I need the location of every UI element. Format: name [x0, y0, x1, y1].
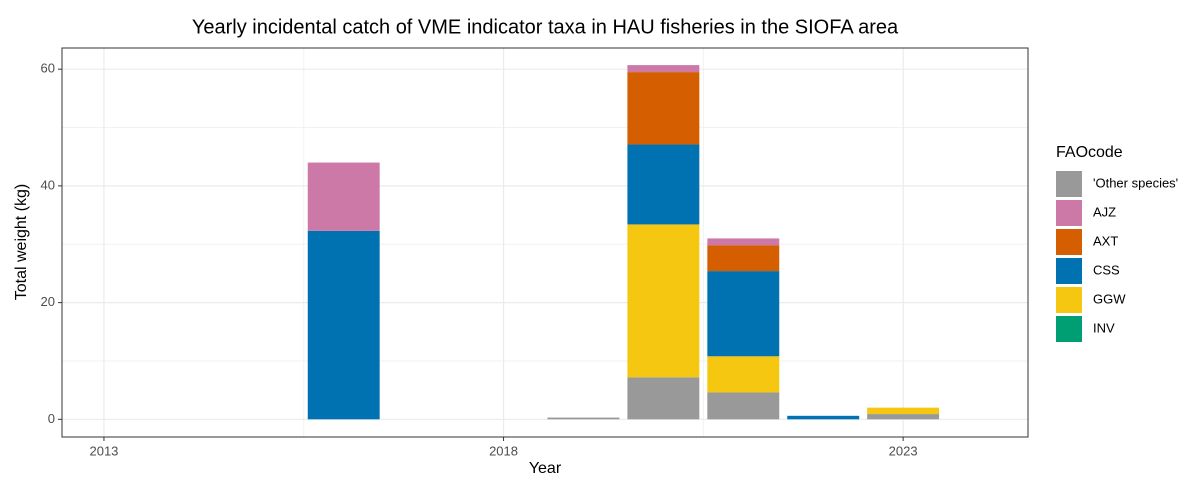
bar-segment: [627, 224, 700, 378]
y-tick-label: 20: [41, 294, 55, 309]
legend-label: GGW: [1093, 291, 1126, 306]
x-tick-label: 2018: [489, 443, 518, 458]
legend-label: AJZ: [1093, 204, 1116, 219]
legend-key: [1056, 229, 1082, 255]
x-tick-label: 2023: [889, 443, 918, 458]
bar-segment: [627, 377, 700, 420]
legend-label: AXT: [1093, 233, 1118, 248]
y-tick-label: 0: [48, 411, 55, 426]
legend-label: INV: [1093, 320, 1115, 335]
x-tick-label: 2013: [89, 443, 118, 458]
legend-key: [1056, 258, 1082, 284]
legend-key: [1056, 200, 1082, 226]
legend-key: [1056, 316, 1082, 342]
bar-segment: [547, 417, 620, 420]
bar-segment: [307, 162, 380, 231]
legend-key: [1056, 171, 1082, 197]
y-tick-label: 40: [41, 177, 55, 192]
bar-segment: [627, 144, 700, 225]
bar-segment: [707, 271, 780, 357]
bar-segment: [627, 65, 700, 73]
bar-segment: [707, 392, 780, 420]
y-axis-label: Total weight (kg): [13, 184, 30, 301]
chart-title: Yearly incidental catch of VME indicator…: [192, 16, 899, 38]
x-axis-label: Year: [529, 460, 562, 477]
panel-border: [61, 47, 1029, 438]
legend-title: FAOcode: [1056, 144, 1123, 161]
legend-label: CSS: [1093, 262, 1120, 277]
legend-key: [1056, 287, 1082, 313]
legend-label: 'Other species': [1093, 175, 1178, 190]
bar-segment: [307, 230, 380, 420]
y-tick-label: 60: [41, 61, 55, 76]
bar-segment: [707, 245, 780, 272]
bar-segment: [707, 356, 780, 393]
bar-segment: [867, 414, 940, 420]
bar-segment: [707, 238, 780, 246]
bar-segment: [867, 407, 940, 415]
bar-segment: [627, 72, 700, 145]
bar-segment: [787, 415, 860, 420]
